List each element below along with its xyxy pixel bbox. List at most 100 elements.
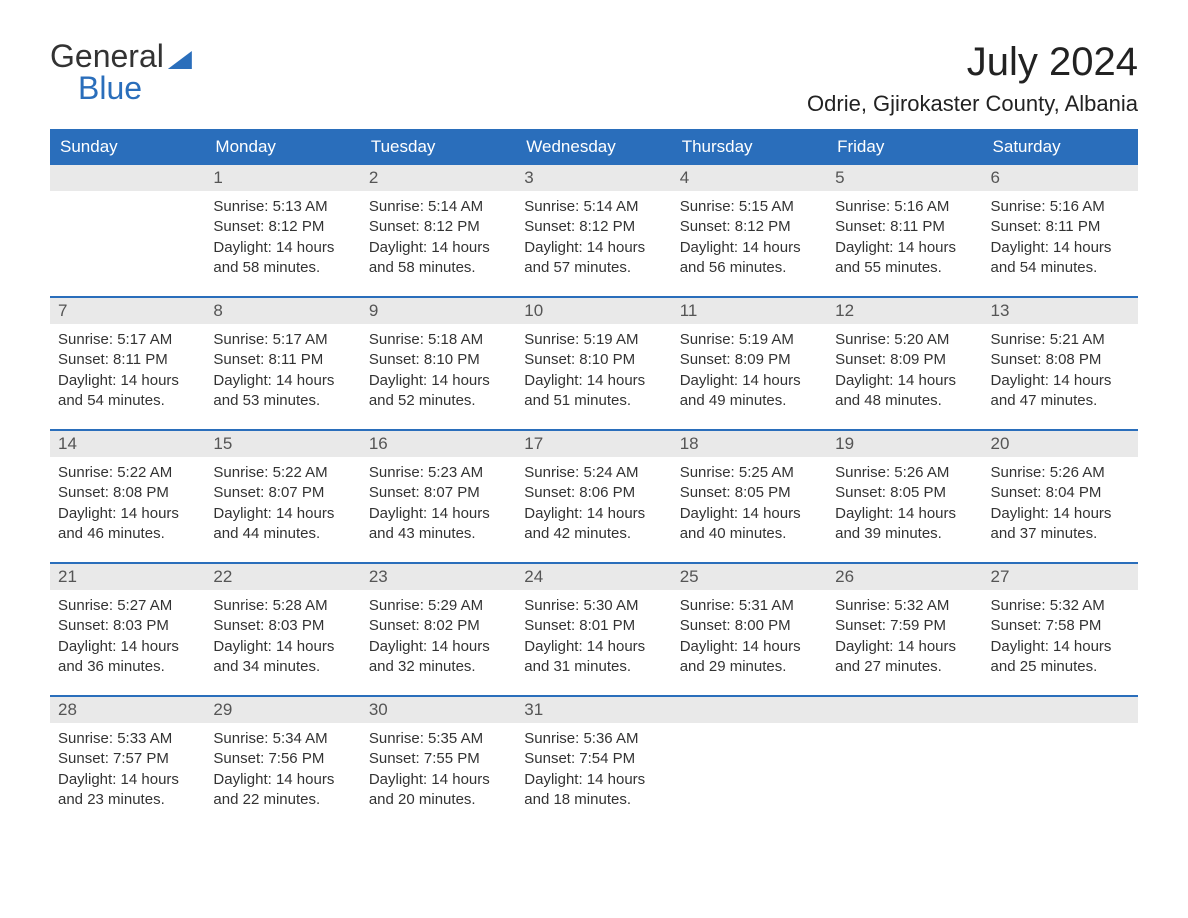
- day-sunrise: Sunrise: 5:14 AM: [369, 197, 508, 217]
- day-cell: [50, 165, 205, 282]
- weekday-header-row: Sunday Monday Tuesday Wednesday Thursday…: [50, 129, 1138, 165]
- day-daylight2: and 34 minutes.: [213, 657, 352, 677]
- day-daylight2: and 25 minutes.: [991, 657, 1130, 677]
- calendar: Sunday Monday Tuesday Wednesday Thursday…: [50, 129, 1138, 814]
- day-content: Sunrise: 5:16 AMSunset: 8:11 PMDaylight:…: [983, 191, 1138, 282]
- day-daylight2: and 48 minutes.: [835, 391, 974, 411]
- day-content: Sunrise: 5:32 AMSunset: 7:58 PMDaylight:…: [983, 590, 1138, 681]
- day-daylight1: Daylight: 14 hours: [58, 504, 197, 524]
- day-daylight2: and 55 minutes.: [835, 258, 974, 278]
- day-daylight2: and 52 minutes.: [369, 391, 508, 411]
- day-number: [827, 697, 982, 723]
- day-number: 25: [672, 564, 827, 590]
- weekday-header: Wednesday: [516, 129, 671, 165]
- flag-icon: [168, 51, 192, 69]
- day-content: Sunrise: 5:19 AMSunset: 8:10 PMDaylight:…: [516, 324, 671, 415]
- day-daylight2: and 37 minutes.: [991, 524, 1130, 544]
- day-cell: 13Sunrise: 5:21 AMSunset: 8:08 PMDayligh…: [983, 298, 1138, 415]
- day-number: 12: [827, 298, 982, 324]
- day-daylight2: and 22 minutes.: [213, 790, 352, 810]
- day-number: 17: [516, 431, 671, 457]
- day-cell: 1Sunrise: 5:13 AMSunset: 8:12 PMDaylight…: [205, 165, 360, 282]
- day-number: 18: [672, 431, 827, 457]
- day-daylight1: Daylight: 14 hours: [835, 637, 974, 657]
- day-sunset: Sunset: 8:10 PM: [524, 350, 663, 370]
- day-daylight1: Daylight: 14 hours: [58, 371, 197, 391]
- day-sunrise: Sunrise: 5:36 AM: [524, 729, 663, 749]
- day-cell: 24Sunrise: 5:30 AMSunset: 8:01 PMDayligh…: [516, 564, 671, 681]
- day-number: 4: [672, 165, 827, 191]
- day-sunrise: Sunrise: 5:21 AM: [991, 330, 1130, 350]
- day-daylight2: and 44 minutes.: [213, 524, 352, 544]
- day-number: 29: [205, 697, 360, 723]
- day-daylight1: Daylight: 14 hours: [991, 371, 1130, 391]
- day-number: 9: [361, 298, 516, 324]
- day-daylight1: Daylight: 14 hours: [369, 637, 508, 657]
- day-content: Sunrise: 5:28 AMSunset: 8:03 PMDaylight:…: [205, 590, 360, 681]
- day-content: Sunrise: 5:20 AMSunset: 8:09 PMDaylight:…: [827, 324, 982, 415]
- day-cell: 2Sunrise: 5:14 AMSunset: 8:12 PMDaylight…: [361, 165, 516, 282]
- weekday-header: Tuesday: [361, 129, 516, 165]
- day-sunrise: Sunrise: 5:16 AM: [835, 197, 974, 217]
- day-daylight2: and 43 minutes.: [369, 524, 508, 544]
- day-daylight1: Daylight: 14 hours: [991, 637, 1130, 657]
- day-daylight2: and 18 minutes.: [524, 790, 663, 810]
- day-content: Sunrise: 5:14 AMSunset: 8:12 PMDaylight:…: [361, 191, 516, 282]
- day-sunset: Sunset: 8:03 PM: [213, 616, 352, 636]
- day-cell: 28Sunrise: 5:33 AMSunset: 7:57 PMDayligh…: [50, 697, 205, 814]
- day-sunset: Sunset: 8:12 PM: [524, 217, 663, 237]
- day-content: Sunrise: 5:17 AMSunset: 8:11 PMDaylight:…: [50, 324, 205, 415]
- day-sunset: Sunset: 7:59 PM: [835, 616, 974, 636]
- day-number: 10: [516, 298, 671, 324]
- day-cell: 18Sunrise: 5:25 AMSunset: 8:05 PMDayligh…: [672, 431, 827, 548]
- day-sunset: Sunset: 8:09 PM: [835, 350, 974, 370]
- day-number: 7: [50, 298, 205, 324]
- day-content: Sunrise: 5:13 AMSunset: 8:12 PMDaylight:…: [205, 191, 360, 282]
- day-content: Sunrise: 5:30 AMSunset: 8:01 PMDaylight:…: [516, 590, 671, 681]
- day-content: Sunrise: 5:26 AMSunset: 8:05 PMDaylight:…: [827, 457, 982, 548]
- day-daylight1: Daylight: 14 hours: [524, 238, 663, 258]
- day-cell: 5Sunrise: 5:16 AMSunset: 8:11 PMDaylight…: [827, 165, 982, 282]
- day-sunrise: Sunrise: 5:25 AM: [680, 463, 819, 483]
- day-content: Sunrise: 5:22 AMSunset: 8:07 PMDaylight:…: [205, 457, 360, 548]
- day-sunset: Sunset: 8:11 PM: [58, 350, 197, 370]
- day-sunrise: Sunrise: 5:24 AM: [524, 463, 663, 483]
- day-daylight1: Daylight: 14 hours: [524, 371, 663, 391]
- day-content: Sunrise: 5:24 AMSunset: 8:06 PMDaylight:…: [516, 457, 671, 548]
- day-content: Sunrise: 5:21 AMSunset: 8:08 PMDaylight:…: [983, 324, 1138, 415]
- day-cell: 29Sunrise: 5:34 AMSunset: 7:56 PMDayligh…: [205, 697, 360, 814]
- day-sunrise: Sunrise: 5:17 AM: [213, 330, 352, 350]
- day-daylight1: Daylight: 14 hours: [213, 371, 352, 391]
- day-daylight2: and 47 minutes.: [991, 391, 1130, 411]
- week-row: 1Sunrise: 5:13 AMSunset: 8:12 PMDaylight…: [50, 165, 1138, 282]
- day-sunset: Sunset: 8:11 PM: [991, 217, 1130, 237]
- day-sunset: Sunset: 8:07 PM: [213, 483, 352, 503]
- day-content: Sunrise: 5:29 AMSunset: 8:02 PMDaylight:…: [361, 590, 516, 681]
- day-number: 22: [205, 564, 360, 590]
- day-sunrise: Sunrise: 5:22 AM: [58, 463, 197, 483]
- day-content: Sunrise: 5:33 AMSunset: 7:57 PMDaylight:…: [50, 723, 205, 814]
- logo-word-1: General: [50, 40, 164, 72]
- day-sunrise: Sunrise: 5:32 AM: [835, 596, 974, 616]
- day-number: 6: [983, 165, 1138, 191]
- day-daylight1: Daylight: 14 hours: [991, 504, 1130, 524]
- day-daylight2: and 46 minutes.: [58, 524, 197, 544]
- day-daylight2: and 54 minutes.: [991, 258, 1130, 278]
- day-number: 30: [361, 697, 516, 723]
- day-daylight2: and 31 minutes.: [524, 657, 663, 677]
- day-content: Sunrise: 5:16 AMSunset: 8:11 PMDaylight:…: [827, 191, 982, 282]
- day-content: Sunrise: 5:17 AMSunset: 8:11 PMDaylight:…: [205, 324, 360, 415]
- location-subtitle: Odrie, Gjirokaster County, Albania: [807, 91, 1138, 117]
- document-header: General Blue July 2024 Odrie, Gjirokaste…: [50, 40, 1138, 117]
- day-sunrise: Sunrise: 5:17 AM: [58, 330, 197, 350]
- day-daylight1: Daylight: 14 hours: [835, 371, 974, 391]
- day-sunset: Sunset: 8:09 PM: [680, 350, 819, 370]
- day-daylight1: Daylight: 14 hours: [524, 770, 663, 790]
- day-sunset: Sunset: 8:12 PM: [369, 217, 508, 237]
- day-sunset: Sunset: 8:12 PM: [213, 217, 352, 237]
- day-sunrise: Sunrise: 5:31 AM: [680, 596, 819, 616]
- day-content: Sunrise: 5:18 AMSunset: 8:10 PMDaylight:…: [361, 324, 516, 415]
- day-sunrise: Sunrise: 5:14 AM: [524, 197, 663, 217]
- day-number: 11: [672, 298, 827, 324]
- day-content: Sunrise: 5:25 AMSunset: 8:05 PMDaylight:…: [672, 457, 827, 548]
